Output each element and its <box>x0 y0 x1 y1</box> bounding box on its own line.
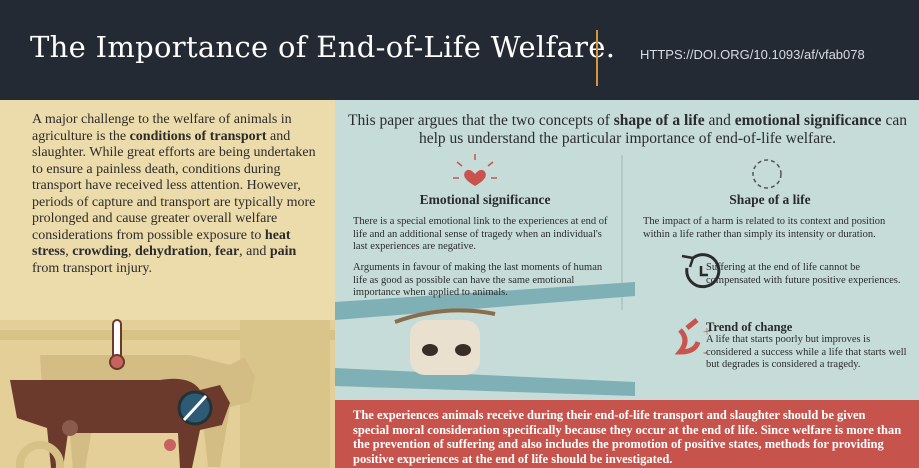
emphasis: pain <box>270 244 296 259</box>
left-text: A major challenge to the welfare of anim… <box>32 112 327 277</box>
emphasis: conditions of transport <box>130 129 267 144</box>
conclusion: The experiences animals receive during t… <box>353 408 901 466</box>
text: and <box>705 112 735 129</box>
paragraph: The impact of a harm is related to its c… <box>643 216 908 241</box>
emphasis: fear <box>215 244 239 259</box>
heading: Emotional significance <box>370 192 600 208</box>
paragraph: Suffering at the end of life cannot be c… <box>706 262 911 287</box>
paragraph: Arguments in favour of making the last m… <box>353 262 618 300</box>
text: , <box>128 244 135 259</box>
emphasis: crowding <box>72 244 128 259</box>
cow-illustration <box>0 300 335 468</box>
doi-link[interactable]: HTTPS://DOI.ORG/10.1093/af/vfab078 <box>640 47 865 62</box>
emphasis: dehydration <box>135 244 208 259</box>
text: , and <box>239 244 270 259</box>
heading: Trend of change <box>706 320 792 335</box>
page: The Importance of End-of-Life Welfare. H… <box>0 0 919 468</box>
divider <box>596 30 598 86</box>
text: from transport injury. <box>32 261 152 276</box>
text: and slaughter. While great efforts are b… <box>32 129 316 243</box>
paragraph: There is a special emotional link to the… <box>353 216 618 254</box>
intro: This paper argues that the two concepts … <box>345 112 910 148</box>
paragraph: A life that starts poorly but improves i… <box>706 334 916 372</box>
emphasis: shape of a life <box>614 112 705 129</box>
text: , <box>208 244 215 259</box>
emphasis: emotional significance <box>735 112 882 129</box>
heading: Shape of a life <box>650 192 890 208</box>
conclusion-banner: The experiences animals receive during t… <box>335 400 919 468</box>
text: This paper argues that the two concepts … <box>348 112 614 129</box>
title: The Importance of End-of-Life Welfare. <box>30 30 615 64</box>
